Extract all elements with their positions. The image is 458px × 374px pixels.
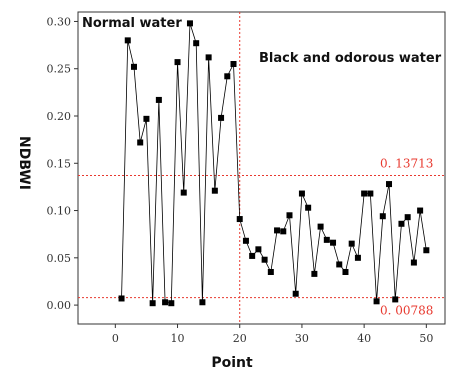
data-point <box>311 270 318 277</box>
data-point <box>323 236 330 243</box>
reference-lines: 0. 13713 0. 00788 <box>78 12 445 324</box>
y-tick-label: 0.10 <box>47 205 72 218</box>
data-point <box>255 246 262 253</box>
data-point <box>149 300 156 307</box>
data-point <box>410 259 417 266</box>
data-point <box>354 254 361 261</box>
data-point <box>298 190 305 197</box>
data-point <box>336 261 343 268</box>
threshold-label: 0. 13713 <box>380 156 433 170</box>
data-point <box>361 190 368 197</box>
data-point <box>398 220 405 227</box>
x-tick-label: 20 <box>233 332 247 345</box>
annotation-black-odorous-water: Black and odorous water <box>259 51 442 66</box>
y-tick-label: 0.00 <box>47 299 72 312</box>
data-point <box>317 223 324 230</box>
data-point <box>168 300 175 307</box>
data-point <box>379 213 386 220</box>
data-point <box>155 96 162 103</box>
axis-ticks: 0 10 20 30 40 50 0.00 0.05 0.10 0.15 0.20 0.25 0.30 <box>47 15 434 345</box>
data-point <box>417 207 424 214</box>
data-point <box>305 204 312 211</box>
y-tick-label: 0.20 <box>47 110 72 123</box>
data-point <box>174 59 181 66</box>
x-tick-label: 0 <box>112 332 119 345</box>
data-point <box>186 20 193 27</box>
data-point <box>373 298 380 305</box>
data-point <box>330 239 337 246</box>
data-point <box>292 290 299 297</box>
annotation-normal-water: Normal water <box>82 16 182 31</box>
data-point <box>205 54 212 61</box>
series-line <box>121 23 427 304</box>
x-tick-label: 10 <box>171 332 185 345</box>
data-point <box>348 240 355 247</box>
x-axis-title: Point <box>211 355 253 371</box>
data-point <box>137 139 144 146</box>
data-point <box>224 73 231 80</box>
plot-frame <box>77 11 446 325</box>
data-point <box>392 296 399 303</box>
threshold-label: 0. 00788 <box>380 304 433 318</box>
data-point <box>367 190 374 197</box>
data-point <box>242 237 249 244</box>
data-point <box>274 227 281 234</box>
data-point <box>130 63 137 70</box>
y-tick-label: 0.30 <box>47 15 72 28</box>
y-axis-title: NDBWI <box>16 136 32 190</box>
data-point <box>230 61 237 67</box>
data-point <box>280 228 287 235</box>
data-point <box>267 269 274 275</box>
data-point <box>199 299 206 306</box>
data-point <box>211 187 218 194</box>
data-point <box>162 299 169 306</box>
data-point <box>124 37 131 44</box>
data-point <box>193 40 200 47</box>
y-tick-label: 0.05 <box>47 252 72 265</box>
data-point <box>143 115 150 122</box>
y-tick-label: 0.15 <box>47 157 72 170</box>
data-point <box>180 189 187 196</box>
data-point <box>404 214 411 221</box>
y-tick-label: 0.25 <box>47 63 72 76</box>
x-tick-label: 40 <box>357 332 371 345</box>
data-series <box>118 20 430 307</box>
data-point <box>286 212 293 219</box>
data-point <box>342 269 349 275</box>
data-point <box>261 256 268 263</box>
data-point <box>386 181 393 188</box>
data-point <box>118 295 125 302</box>
data-point <box>236 216 243 223</box>
data-point <box>218 114 225 121</box>
x-tick-label: 50 <box>419 332 433 345</box>
data-point <box>423 247 430 254</box>
data-point <box>249 252 256 259</box>
x-tick-label: 30 <box>295 332 309 345</box>
